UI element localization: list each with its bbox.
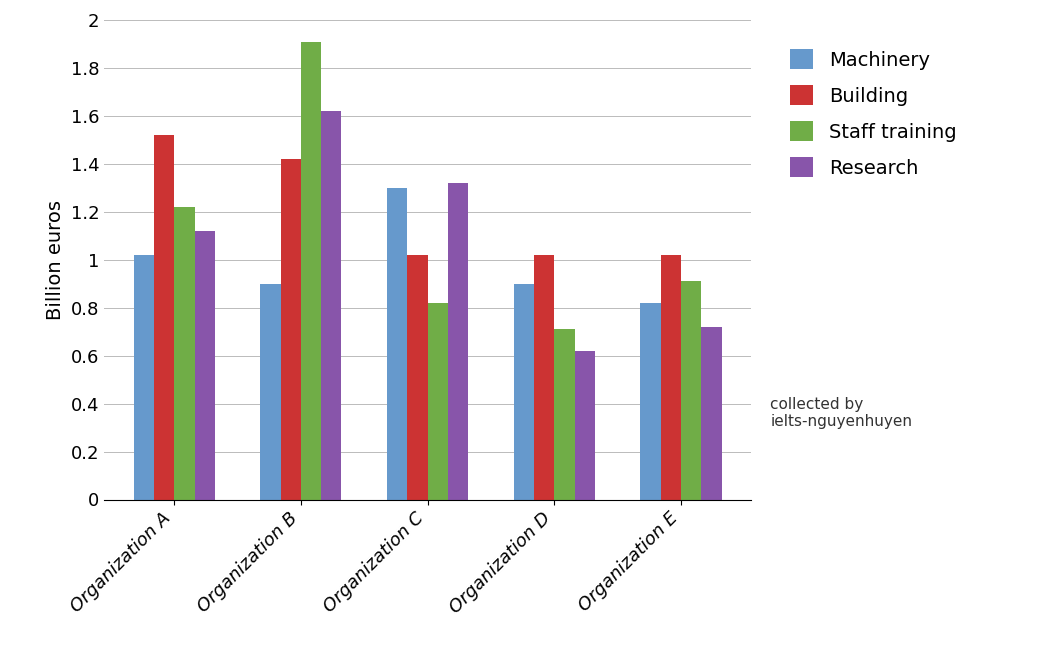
Bar (640, 303, 661, 500)
Bar (661, 255, 681, 500)
Bar (554, 329, 575, 500)
Bar (534, 255, 554, 500)
Text: collected by
ielts-nguyenhuyen: collected by ielts-nguyenhuyen (771, 397, 913, 430)
Bar (174, 207, 194, 500)
Bar (321, 111, 341, 500)
Bar (681, 281, 701, 500)
Y-axis label: Billion euros: Billion euros (46, 200, 66, 320)
Bar (447, 183, 468, 500)
Bar (575, 351, 595, 500)
Bar (428, 303, 447, 500)
Bar (154, 135, 174, 500)
Bar (194, 231, 215, 500)
Bar (387, 188, 408, 500)
Bar (301, 41, 321, 500)
Bar (261, 284, 281, 500)
Legend: Machinery, Building, Staff training, Research: Machinery, Building, Staff training, Res… (780, 39, 966, 188)
Bar (514, 284, 534, 500)
Bar (134, 255, 154, 500)
Bar (408, 255, 428, 500)
Bar (281, 159, 301, 500)
Bar (701, 327, 722, 500)
